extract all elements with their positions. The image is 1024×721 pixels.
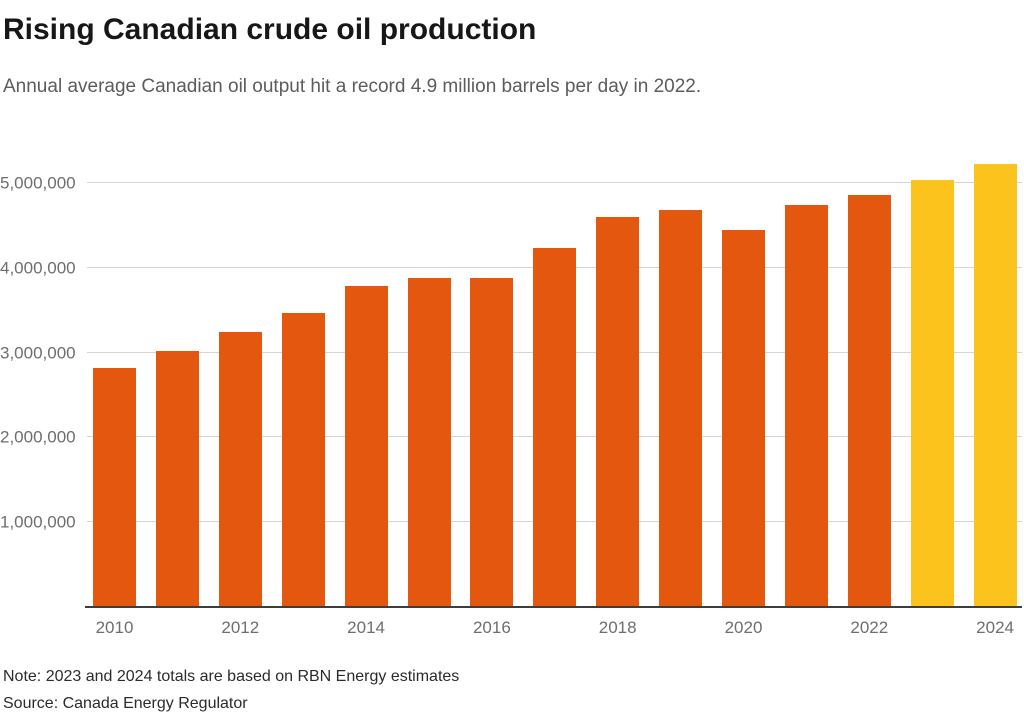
y-axis-tick-label: 1,000,000 (0, 512, 76, 532)
bar-2015 (407, 277, 451, 607)
bar-2024 (973, 164, 1017, 607)
page-title: Rising Canadian crude oil production (3, 13, 537, 46)
x-axis-tick-label: 2024 (976, 618, 1015, 637)
x-axis-baseline (85, 606, 1022, 608)
bar-2011 (155, 350, 199, 607)
bar-2019 (659, 210, 703, 607)
bar-2013 (281, 312, 325, 607)
bar-2017 (533, 248, 577, 607)
bar-2010 (93, 367, 136, 607)
x-axis-labels: 2010 2012 2014 2016 2018 2020 2022 2024 (85, 614, 1022, 642)
bar-2023 (910, 180, 954, 607)
y-axis-tick-label: 2,000,000 (0, 427, 76, 447)
bar-2014 (344, 285, 388, 607)
chart: Rising Canadian crude oil production Ann… (0, 13, 1022, 642)
gridline (87, 182, 1022, 183)
page-subtitle: Annual average Canadian oil output hit a… (3, 76, 702, 97)
y-axis-tick-label: 4,000,000 (0, 258, 76, 278)
x-axis-tick-label: 2020 (724, 618, 763, 637)
bar-2021 (784, 205, 828, 607)
bar-2018 (596, 216, 640, 607)
footer-note: Note: 2023 and 2024 totals are based on … (3, 668, 460, 685)
footer-source: Source: Canada Energy Regulator (3, 695, 248, 712)
x-axis-tick-label: 2014 (347, 618, 386, 637)
x-axis-tick-label: 2012 (221, 618, 260, 637)
x-axis-tick-label: 2016 (472, 618, 511, 637)
bar-2016 (470, 277, 514, 607)
x-axis-tick-label: 2018 (598, 618, 637, 637)
y-axis-labels: 1,000,000 2,000,000 3,000,000 4,000,000 5,00… (0, 155, 76, 607)
y-axis-tick-label: 3,000,000 (0, 343, 76, 363)
x-axis-tick-label: 2010 (95, 618, 134, 637)
bar-2020 (722, 229, 765, 607)
y-axis-tick-label: 5,000,000 (0, 173, 76, 193)
chart-footer: Note: 2023 and 2024 totals are based on … (3, 663, 1003, 717)
bar-2022 (847, 194, 891, 607)
x-axis-tick-label: 2022 (850, 618, 889, 637)
bar-2012 (218, 332, 262, 607)
plot-area (85, 155, 1022, 608)
